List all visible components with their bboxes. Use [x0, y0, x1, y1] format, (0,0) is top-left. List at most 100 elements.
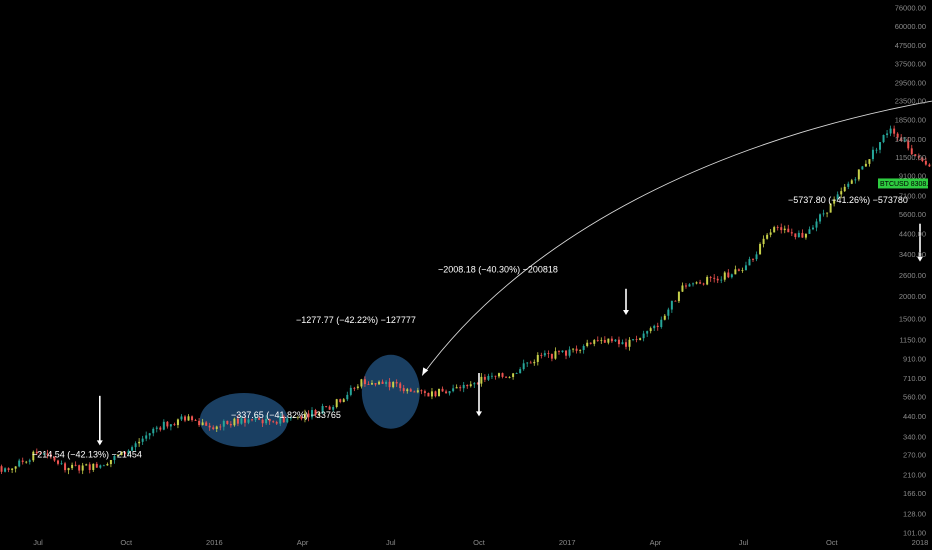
candle-body: [677, 291, 680, 302]
cycle-curve-arrow: [421, 100, 932, 376]
y-tick-label: 2000.00: [899, 292, 926, 301]
candle-body: [469, 384, 472, 387]
candle-body: [378, 381, 381, 385]
candle-body: [413, 391, 416, 393]
x-tick-label: Jul: [33, 538, 43, 547]
candle-body: [339, 399, 342, 402]
candle-body: [730, 274, 733, 278]
candle-body: [49, 454, 52, 457]
candle-body: [124, 451, 127, 455]
candle-body: [303, 413, 306, 419]
candle-body: [928, 164, 931, 167]
candle-body: [152, 428, 155, 434]
time-axis[interactable]: JulOct2016AprJulOct2017AprJulOct2018AprJ…: [33, 538, 932, 547]
candle-body: [734, 269, 737, 275]
candle-body: [120, 451, 123, 456]
candle-body: [176, 419, 179, 426]
y-tick-label: 18500.00: [895, 115, 926, 124]
candle-body: [879, 142, 882, 150]
candle-body: [519, 369, 522, 374]
candle-body: [596, 340, 599, 341]
y-tick-label: 47500.00: [895, 41, 926, 50]
candle-body: [272, 421, 275, 423]
y-tick-label: 5600.00: [899, 210, 926, 219]
y-tick-label: 37500.00: [895, 59, 926, 68]
y-tick-label: 11500.00: [895, 153, 926, 162]
price-axis[interactable]: 76000.00 60000.00 47500.00 37500.00 29500.00…: [895, 4, 926, 538]
candle-body: [505, 376, 508, 378]
candle-body: [702, 283, 705, 285]
candle-body: [476, 383, 479, 385]
y-tick-label: 14500.00: [895, 135, 926, 144]
drop-arrow-head: [623, 310, 629, 316]
drawdown-label: −2008.18 (−40.30%) −200818: [438, 265, 558, 275]
candle-body: [39, 453, 42, 455]
drop-arrow-head: [917, 256, 923, 262]
drop-arrow-head: [96, 440, 103, 446]
candle-body: [187, 416, 190, 421]
candle-body: [349, 387, 352, 395]
candle-body: [60, 463, 63, 465]
drawdown-label: −1277.77 (−42.22%) −127777: [296, 315, 416, 325]
candle-body: [543, 353, 546, 356]
candle-body: [243, 418, 246, 423]
y-tick-label: 1500.00: [899, 315, 926, 324]
candle-body: [766, 234, 769, 239]
candle-body: [166, 421, 169, 427]
y-tick-label: 910.00: [903, 354, 926, 363]
candle-body: [723, 272, 726, 280]
candle-body: [441, 388, 444, 392]
candle-body: [95, 463, 98, 468]
candle-body: [914, 154, 917, 156]
candle-body: [706, 277, 709, 285]
price-tag-label: BTCUSD 8308.47: [880, 181, 932, 188]
candle-body: [46, 453, 49, 455]
candle-body: [145, 435, 148, 439]
candle-body: [159, 427, 162, 430]
candle-body: [762, 238, 765, 245]
candle-body: [402, 388, 405, 392]
candle-body: [452, 388, 455, 392]
candle-body: [903, 140, 906, 142]
candle-body: [392, 382, 395, 388]
candle-body: [381, 381, 384, 384]
candle-body: [155, 427, 158, 429]
candle-body: [593, 340, 596, 344]
candle-body: [4, 468, 7, 472]
candle-body: [579, 350, 582, 351]
candle-body: [681, 285, 684, 292]
candle-body: [833, 199, 836, 204]
x-tick-label: Apr: [650, 538, 662, 547]
candle-body: [184, 416, 186, 421]
candle-body: [0, 466, 3, 472]
candle-body: [603, 339, 606, 343]
candle-body: [621, 342, 624, 345]
candle-body: [399, 383, 402, 389]
candle-body: [586, 342, 589, 346]
candle-body: [487, 375, 490, 380]
candle-body: [512, 373, 515, 377]
candle-body: [162, 421, 165, 430]
candle-body: [748, 259, 751, 266]
x-tick-label: 2017: [559, 538, 576, 547]
drawdown-label: −5737.80 (−41.26%) −573780: [788, 195, 908, 205]
x-tick-label: 2016: [206, 538, 223, 547]
candle-body: [219, 426, 222, 428]
y-tick-label: 210.00: [903, 470, 926, 479]
candle-body: [198, 420, 201, 426]
candle-body: [25, 461, 28, 463]
candle-body: [617, 339, 620, 345]
candle-body: [289, 417, 292, 419]
candle-body: [385, 381, 388, 384]
y-tick-label: 76000.00: [895, 4, 926, 13]
candle-body: [205, 422, 208, 426]
candle-body: [635, 339, 638, 340]
candle-body: [854, 179, 857, 181]
x-tick-label: Jul: [386, 538, 396, 547]
candle-body: [109, 460, 112, 465]
candle-body: [28, 460, 31, 462]
y-tick-label: 560.00: [903, 393, 926, 402]
candle-body: [85, 464, 88, 466]
candle-body: [53, 456, 56, 461]
